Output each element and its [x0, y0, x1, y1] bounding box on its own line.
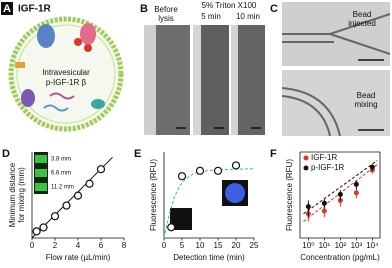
x-tick-label: 0 [162, 241, 167, 250]
legend-label: p-IGF-1R [311, 163, 345, 172]
point [369, 164, 375, 170]
point [96, 165, 106, 174]
panel-b: B Before lysis 5% Triton X100 5 min 10 m… [140, 1, 265, 135]
point [50, 212, 60, 221]
phospho [74, 38, 82, 46]
inset-stripe [35, 169, 47, 177]
panel-label: F [270, 148, 277, 160]
protein [91, 99, 105, 109]
annotation: Intravesicular [42, 68, 90, 77]
protein [21, 89, 35, 107]
x-tick-label: 10⁴ [366, 241, 379, 250]
point [177, 172, 187, 181]
x-tick-label: 20 [232, 241, 241, 250]
micrograph-edge [193, 25, 201, 135]
panel-a: A IGF-1R Intravesicular p-IGF-1R β [1, 2, 124, 132]
x-tick-label: 8 [122, 241, 127, 250]
point [353, 181, 359, 187]
inset-stripe [35, 183, 47, 191]
point [213, 166, 223, 175]
point [195, 166, 205, 175]
channel [281, 87, 341, 137]
point [231, 161, 241, 170]
time-label: 5 min [201, 12, 221, 21]
inset-label: 11.2 mm [51, 185, 74, 191]
receptor [80, 23, 96, 45]
panel-label: E [134, 148, 141, 160]
panel-label-box [1, 2, 13, 15]
inset-bead [225, 183, 245, 203]
x-tick-label: 15 [214, 241, 223, 250]
rna [49, 92, 75, 100]
point [39, 223, 48, 232]
y-axis-label: Fluorescence (RFU) [149, 159, 158, 231]
x-tick-label: 10² [335, 241, 347, 250]
point [321, 208, 327, 214]
x-axis-label: Concentration (pg/mL) [300, 253, 380, 262]
point [73, 191, 83, 200]
x-tick-label: 25 [250, 241, 259, 250]
annotation: p-IGF-1R β [46, 78, 87, 87]
y-axis-label: Fluorescence (RFU) [285, 159, 294, 231]
legend-label: IGF-1R [311, 153, 337, 162]
legend-marker [303, 165, 309, 171]
x-tick-label: 10¹ [319, 241, 331, 250]
channel [282, 13, 391, 55]
image-label: mixing [354, 100, 377, 109]
panel-c: C Bead injected Bead mixing [270, 2, 391, 137]
x-tick-label: 10 [196, 241, 205, 250]
inset-label: 6.6 mm [51, 171, 71, 177]
panel-label: A [3, 3, 11, 15]
panel-label: D [2, 148, 10, 160]
time-label: 10 min [236, 12, 260, 21]
point [337, 191, 343, 197]
x-axis-label: Flow rate (µL/min) [46, 253, 111, 262]
x-tick-label: 2 [53, 241, 58, 250]
point [85, 179, 94, 188]
point [62, 201, 71, 210]
image-label: Bead [353, 10, 372, 19]
x-tick-label: 10³ [351, 241, 363, 250]
point [167, 223, 176, 232]
receptor [37, 24, 55, 48]
condition-label: 5% Triton X100 [202, 1, 257, 10]
protein-title: IGF-1R [18, 4, 52, 15]
condition-label: Before [154, 5, 178, 14]
x-tick-label: 5 [180, 241, 185, 250]
y-axis-label: for mixing (mm) [17, 167, 26, 223]
point [305, 204, 311, 210]
condition-label: lysis [158, 14, 174, 23]
axis [299, 151, 381, 239]
inset-label: 3.8 mm [51, 157, 71, 163]
image-label: Bead [357, 91, 376, 100]
point [353, 190, 359, 196]
fit-line [303, 160, 378, 215]
y-axis-label: Minimum distance [8, 162, 17, 227]
fit-line [163, 168, 255, 239]
point [32, 227, 41, 236]
micrograph-edge [144, 25, 156, 135]
protein [15, 62, 25, 68]
panel-label: B [140, 3, 148, 15]
panel-label: C [270, 3, 278, 15]
x-tick-label: 4 [76, 241, 81, 250]
rna [43, 104, 69, 112]
inset-image [170, 208, 192, 230]
vesicle-inner [16, 24, 116, 124]
micrograph-edge [231, 25, 238, 135]
legend-marker [303, 155, 309, 161]
x-tick-label: 10⁰ [302, 241, 314, 250]
x-tick-label: 0 [30, 241, 35, 250]
inset-stripe [35, 155, 47, 163]
phospho [84, 44, 92, 52]
point [321, 200, 327, 206]
image-label: injected [348, 19, 376, 28]
x-axis-label: Detection time (min) [173, 253, 245, 262]
x-tick-label: 6 [99, 241, 104, 250]
